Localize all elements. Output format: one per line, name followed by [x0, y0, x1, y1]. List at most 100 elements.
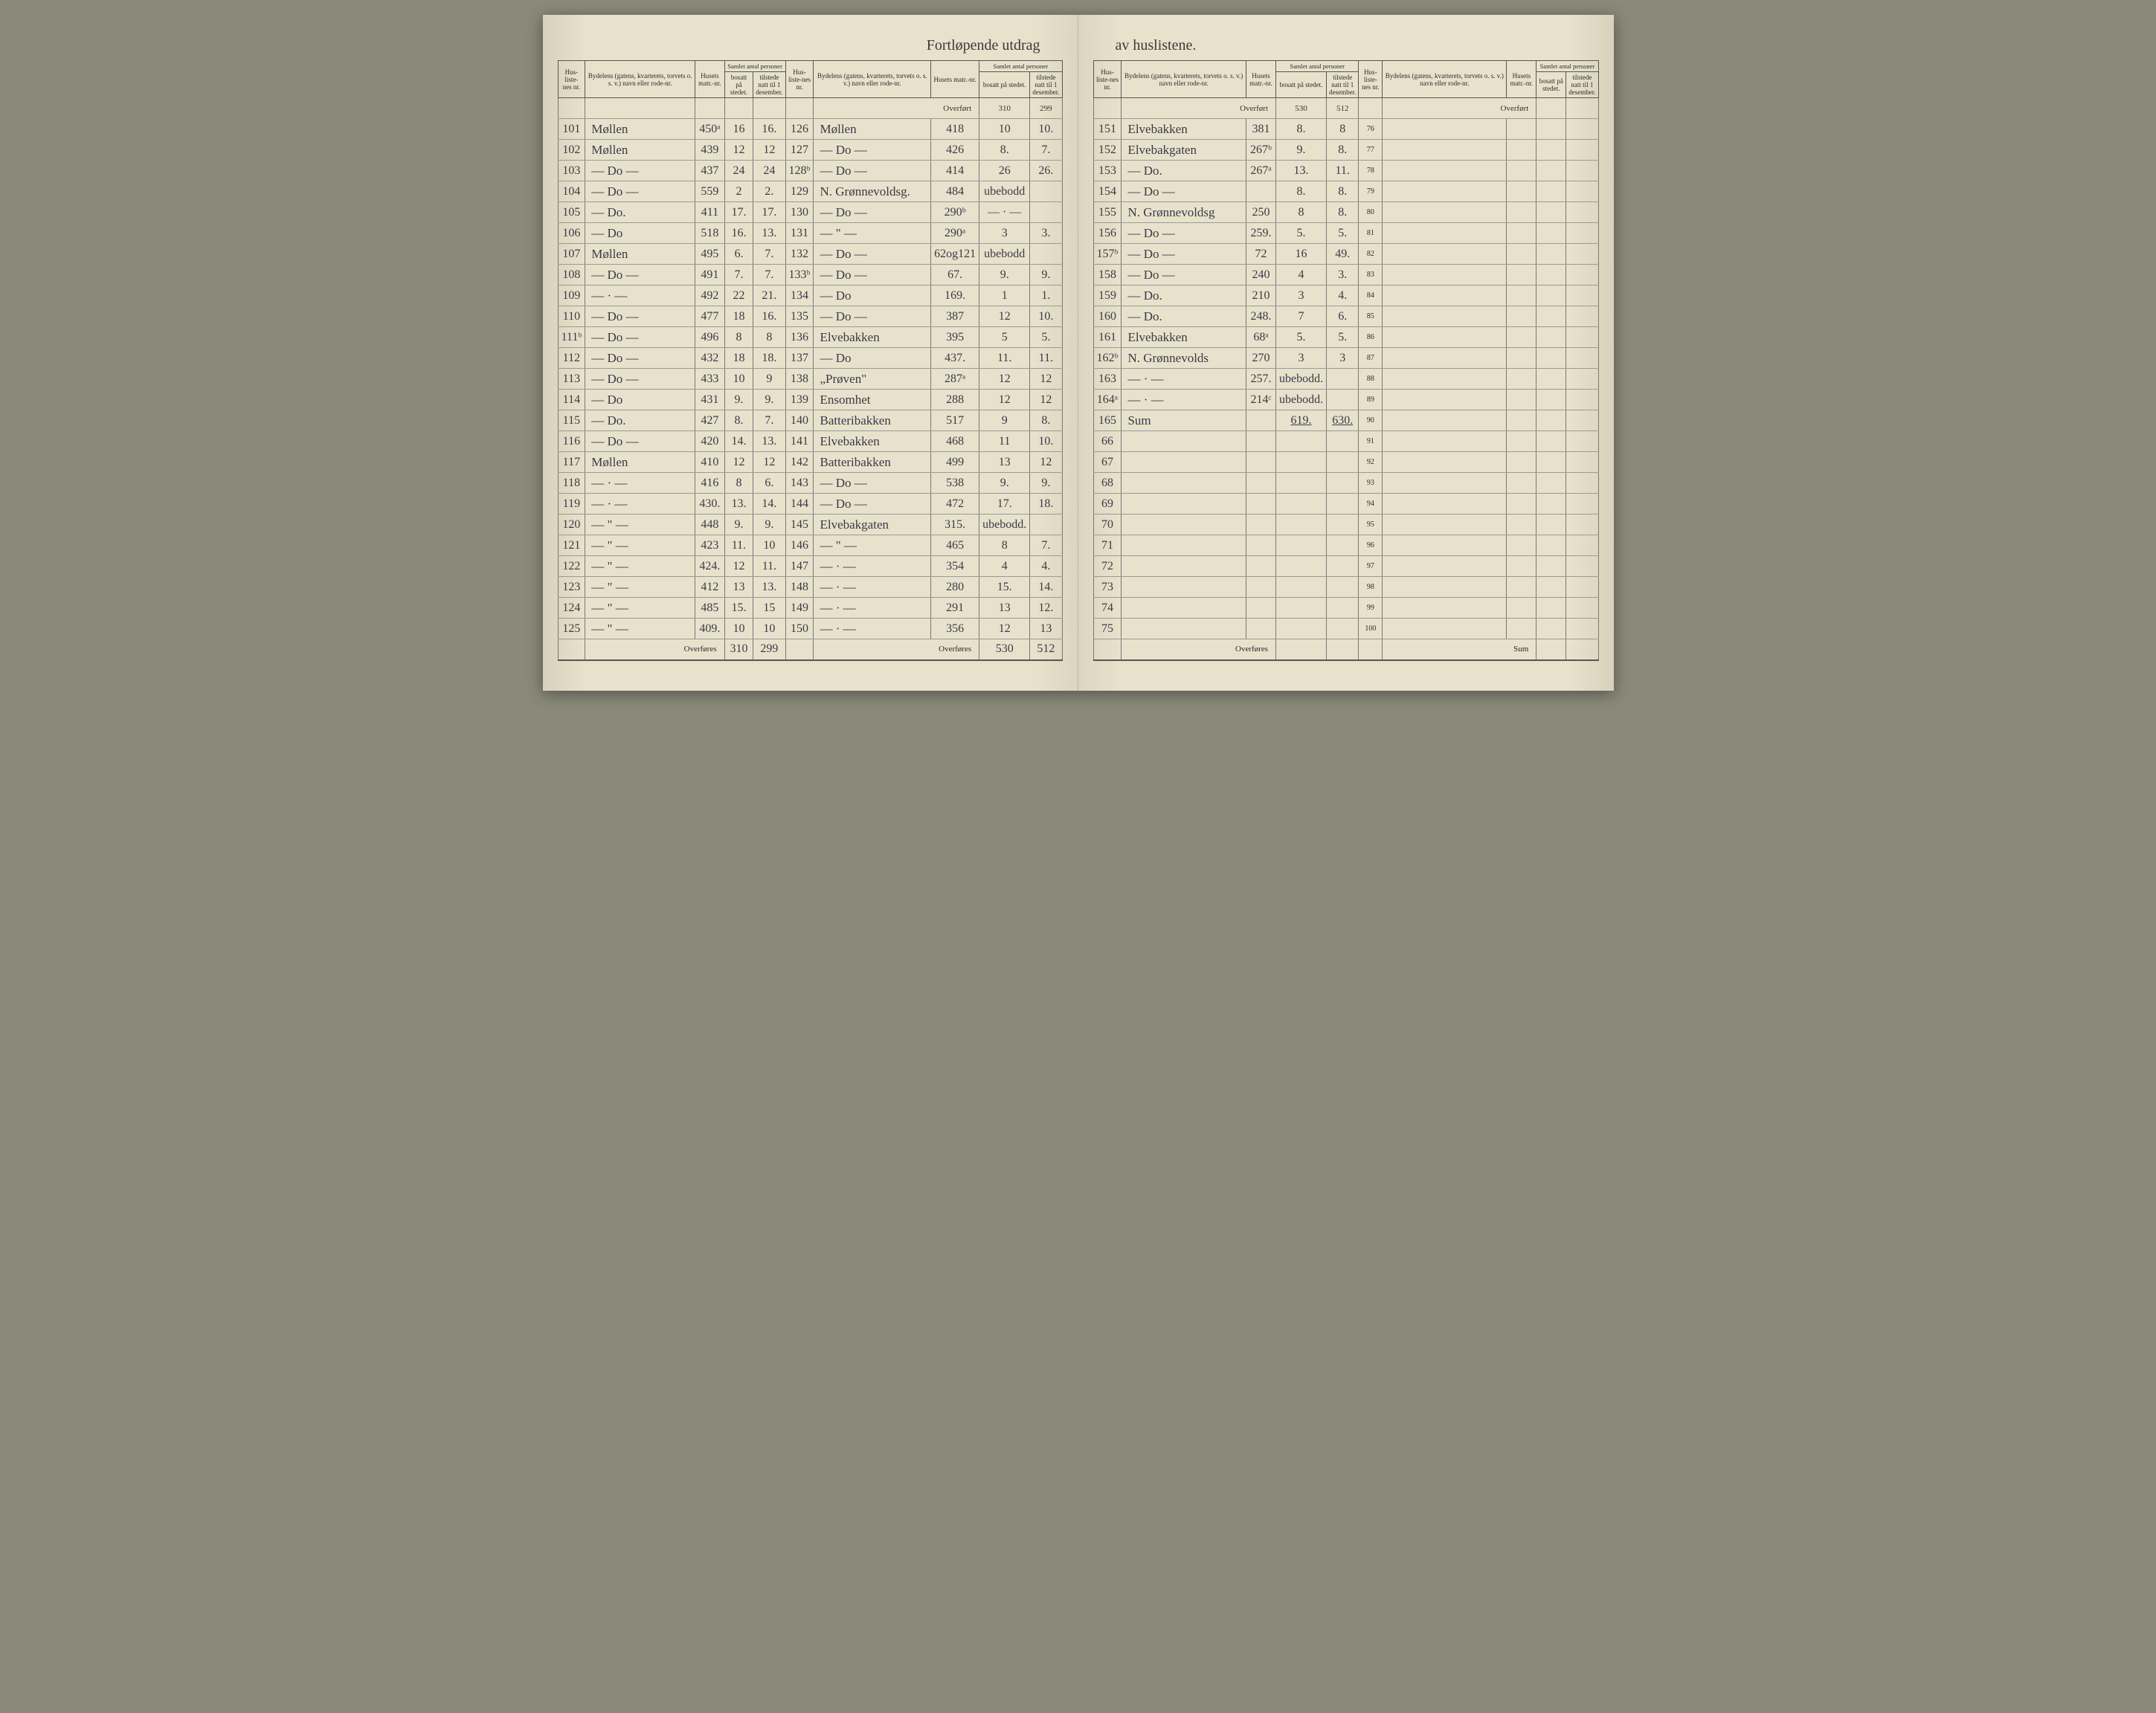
table-row: 115— Do.4278.7.140Batteribakken51798. [558, 410, 1062, 431]
cell-matr: 412 [695, 577, 725, 598]
cell-ti [1566, 494, 1598, 514]
cell-name [1122, 556, 1246, 577]
cell-matr: 290ᵇ [931, 202, 979, 223]
cell-nr: 138 [785, 369, 814, 390]
cell-name: Møllen [585, 140, 695, 161]
cell-ti [1566, 244, 1598, 265]
cell-name: — Do — [585, 431, 695, 452]
cell-name [1383, 265, 1507, 286]
cell-nr: 156 [1093, 223, 1122, 244]
cell-matr: 67. [931, 265, 979, 286]
hdr-husnr: Hus-liste-nes nr. [558, 61, 585, 98]
cell-matr: 169. [931, 286, 979, 306]
cell-bo [1536, 390, 1566, 410]
cell-nr: 79 [1359, 181, 1383, 202]
cell-bo: 5. [1276, 327, 1327, 348]
cell-name [1383, 140, 1507, 161]
cell-name [1383, 223, 1507, 244]
cell-nr: 135 [785, 306, 814, 327]
hdr-husnr: Hus-liste-nes nr. [785, 61, 814, 98]
table-row: 7297 [1093, 556, 1598, 577]
table-row: 114— Do4319.9.139Ensomhet2881212 [558, 390, 1062, 410]
hdr-tilstede: tilstede natt til 1 desember. [1566, 72, 1598, 98]
cell-bo: 17. [724, 202, 753, 223]
cell-bo: 9. [979, 473, 1030, 494]
cell-name: Elvebakgaten [1122, 140, 1246, 161]
cell-name [1383, 452, 1507, 473]
cell-matr: 267ᵃ [1246, 161, 1276, 181]
cell-matr: 432 [695, 348, 725, 369]
cell-matr: 410 [695, 452, 725, 473]
cell-nr: 133ᵇ [785, 265, 814, 286]
cell-nr: 114 [558, 390, 585, 410]
cell-nr: 85 [1359, 306, 1383, 327]
cell-nr: 123 [558, 577, 585, 598]
cell-name: — " — [814, 535, 931, 556]
cell-matr: 387 [931, 306, 979, 327]
table-row: 113— Do —433109138„Prøven"287ᵃ1212 [558, 369, 1062, 390]
cell-matr: 448 [695, 514, 725, 535]
cell-name: — Do — [1122, 223, 1246, 244]
cell-ti: 9. [753, 390, 785, 410]
cell-nr: 164ᵃ [1093, 390, 1122, 410]
cell-ti: 21. [753, 286, 785, 306]
hdr-bydel: Bydelens (gatens, kvarterets, torvets o.… [814, 61, 931, 98]
cell-nr: 98 [1359, 577, 1383, 598]
cell-bo: — · — [979, 202, 1030, 223]
cell-name: Elvebakken [1122, 327, 1246, 348]
cell-matr: 468 [931, 431, 979, 452]
cell-name: — Do — [585, 265, 695, 286]
cell-ti [1327, 598, 1359, 619]
cell-matr: 280 [931, 577, 979, 598]
cell-bo: 6. [724, 244, 753, 265]
cell-matr: 414 [931, 161, 979, 181]
cell-matr: 250 [1246, 202, 1276, 223]
cell-ti: 4. [1030, 556, 1062, 577]
cell-nr: 76 [1359, 119, 1383, 140]
cell-bo: 8. [1276, 181, 1327, 202]
cell-ti [1327, 535, 1359, 556]
cell-ti: 9. [1030, 265, 1062, 286]
cell-matr [1507, 119, 1536, 140]
cell-name: — Do. [1122, 306, 1246, 327]
cell-ti: 10 [753, 535, 785, 556]
hdr-matr: Husets matr.-nr. [1507, 61, 1536, 98]
cell-name [1122, 577, 1246, 598]
cell-ti [1566, 140, 1598, 161]
cell-nr: 92 [1359, 452, 1383, 473]
cell-nr: 153 [1093, 161, 1122, 181]
cell-ti [1327, 431, 1359, 452]
table-row: 119— · —430.13.14.144— Do —47217.18. [558, 494, 1062, 514]
cell-nr: 87 [1359, 348, 1383, 369]
cell-ti: 12 [753, 452, 785, 473]
cell-ti: 26. [1030, 161, 1062, 181]
cell-matr: 423 [695, 535, 725, 556]
cell-matr [1507, 223, 1536, 244]
cell-name: — Do — [814, 202, 931, 223]
cell-name: Sum [1122, 410, 1246, 431]
cell-bo [1536, 619, 1566, 639]
cell-matr [1246, 514, 1276, 535]
table-row: 161Elvebakken68ᵃ5.5.86 [1093, 327, 1598, 348]
cell-ti: 15 [753, 598, 785, 619]
overfort-label: Overført [1383, 98, 1536, 119]
cell-nr: 118 [558, 473, 585, 494]
cell-ti: 8 [1327, 119, 1359, 140]
cell-matr: 450ᵃ [695, 119, 725, 140]
cell-name: Elvebakken [1122, 119, 1246, 140]
table-row: 159— Do.21034.84 [1093, 286, 1598, 306]
cell-matr: 499 [931, 452, 979, 473]
left-page: Fortløpende utdrag Hus-liste-nes nr. Byd… [543, 15, 1078, 691]
cell-bo: 24 [724, 161, 753, 181]
cell-name [1122, 431, 1246, 452]
cell-ti: 18. [1030, 494, 1062, 514]
cell-matr [1507, 202, 1536, 223]
cell-name: Møllen [814, 119, 931, 140]
cell-nr [1359, 639, 1383, 660]
cell-name: — " — [585, 514, 695, 535]
cell-matr [1507, 598, 1536, 619]
cell-name: — Do — [1122, 244, 1246, 265]
cell-name [1122, 514, 1246, 535]
hdr-bosatt: bosatt på stedet. [979, 72, 1030, 98]
cell-name: N. Grønnevoldsg. [814, 181, 931, 202]
